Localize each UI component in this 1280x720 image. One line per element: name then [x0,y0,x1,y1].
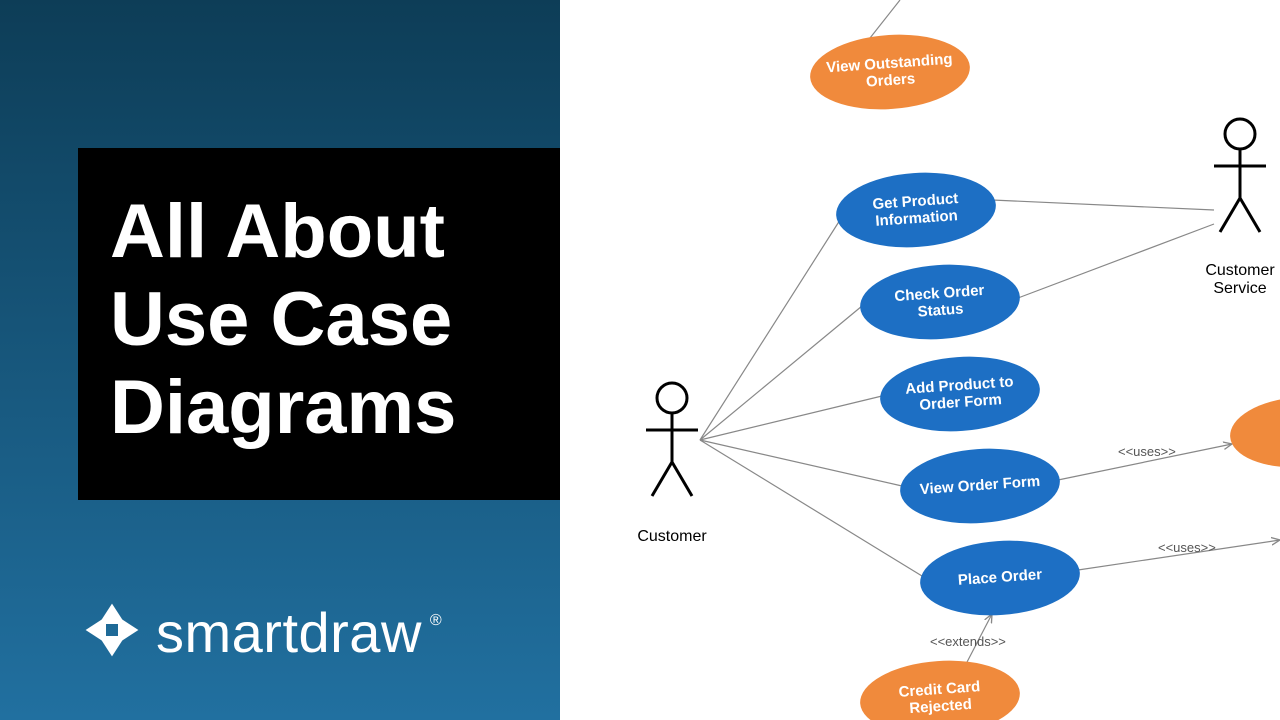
title-lines: All AboutUse CaseDiagrams [110,188,456,452]
smartdraw-logo-icon [82,600,142,665]
left-sidebar: All AboutUse CaseDiagrams smartdraw ® [0,0,560,720]
registered-mark: ® [430,612,442,630]
title-line: All About [110,188,456,276]
brand-text: smartdraw [156,600,422,665]
title-line: Diagrams [110,364,456,452]
title-box: All AboutUse CaseDiagrams [78,148,560,500]
title-line: Use Case [110,276,456,364]
actor-label: CustomerService [1180,262,1280,298]
brand: smartdraw ® [82,600,442,665]
actor-label: Customer [612,528,732,546]
